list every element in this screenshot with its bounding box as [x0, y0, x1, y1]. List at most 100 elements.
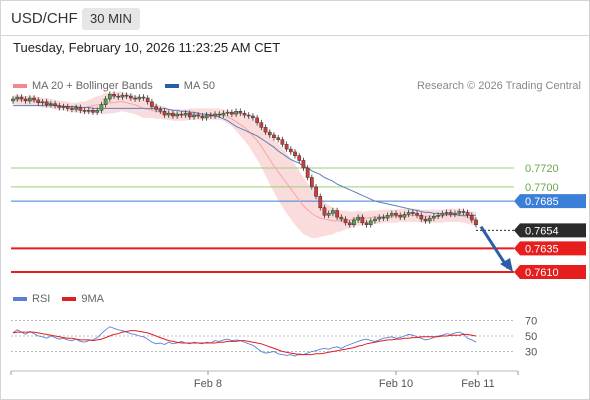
candle-body: [27, 97, 32, 102]
candle-body: [322, 207, 327, 216]
candle-body: [200, 115, 205, 119]
candle-body: [11, 98, 15, 102]
candle-body: [171, 112, 175, 117]
candle-body: [44, 101, 49, 105]
legend-swatch-ma50: [164, 84, 179, 88]
candle-body: [40, 101, 45, 104]
candle-body: [314, 186, 318, 197]
candle-body: [78, 107, 83, 111]
candle-body: [162, 111, 167, 116]
rsi-legend: RSI 9MA: [13, 293, 116, 305]
level-box-0.7685: [514, 194, 586, 209]
legend-label-9ma: 9MA: [81, 293, 104, 305]
candle-body: [398, 215, 403, 218]
candle-body: [444, 212, 449, 214]
candle-body: [74, 107, 78, 110]
candle-body: [402, 214, 407, 218]
ma50-line: [13, 105, 476, 216]
candle-body: [347, 222, 352, 225]
candle-body: [474, 219, 478, 225]
main-legend: MA 20 + Bollinger Bands MA 50: [13, 80, 227, 92]
candle-body: [352, 219, 356, 225]
candle-body: [61, 106, 66, 108]
candle-body: [208, 114, 213, 117]
candle-body: [107, 94, 112, 100]
candle-body: [204, 114, 209, 119]
legend-item-ma50: MA 50: [164, 80, 215, 92]
candle-body: [293, 151, 297, 156]
candle-body: [65, 106, 70, 109]
rsi-9ma-line: [12, 330, 477, 356]
candle-body: [432, 215, 436, 219]
candle-body: [99, 104, 104, 111]
candle-body: [259, 122, 264, 128]
symbol-title: USD/CHF: [11, 10, 78, 27]
candle-body: [318, 196, 323, 208]
candle-body: [141, 96, 146, 99]
rsi-tick-70: 70: [525, 316, 537, 328]
candle-body: [32, 97, 36, 101]
candle-body: [154, 106, 158, 110]
candle-body: [469, 215, 474, 221]
candle-body: [225, 111, 230, 114]
candle-body: [57, 105, 62, 108]
candle-body: [406, 212, 411, 215]
legend-swatch-ma20: [13, 84, 27, 88]
candle-body: [419, 215, 424, 220]
candle-body: [183, 112, 188, 116]
candle-body: [377, 216, 382, 220]
candle-body: [436, 215, 440, 217]
candle-body: [234, 111, 238, 115]
candle-body: [301, 160, 306, 169]
candle-body: [440, 213, 445, 216]
candle-body: [70, 108, 74, 110]
candle-body: [36, 99, 41, 104]
candle-body: [150, 101, 154, 107]
legend-label-rsi: RSI: [32, 293, 51, 305]
candle-body: [267, 131, 272, 136]
candle-body: [82, 110, 87, 112]
timeframe-button[interactable]: 30 MIN: [82, 8, 140, 30]
candle-body: [95, 110, 100, 113]
level-label-0.7635: 0.7635: [525, 243, 559, 255]
candle-body: [411, 212, 415, 214]
candle-body: [373, 218, 377, 222]
candle-body: [196, 114, 201, 117]
candle-body: [129, 95, 133, 99]
candle-body: [297, 155, 302, 161]
candle-body: [381, 216, 386, 219]
candle-body: [394, 213, 398, 216]
candle-body: [284, 144, 289, 150]
legend-item-ma20: MA 20 + Bollinger Bands: [13, 80, 153, 92]
candle-body: [53, 103, 57, 106]
candle-body: [288, 148, 293, 153]
candle-body: [453, 213, 457, 215]
candle-body: [124, 94, 129, 97]
candle-body: [364, 222, 369, 225]
candle-body: [112, 94, 116, 97]
legend-swatch-rsi: [13, 297, 27, 301]
candle-body: [221, 112, 226, 116]
candle-body: [238, 111, 243, 114]
legend-item-9ma: 9MA: [62, 293, 104, 305]
candle-body: [331, 210, 335, 214]
candle-body: [448, 212, 453, 215]
candle-body: [175, 113, 180, 117]
legend-swatch-9ma: [62, 297, 77, 301]
candles: [11, 91, 478, 228]
candle-body: [158, 109, 163, 112]
candle-body: [423, 218, 428, 222]
candle-body: [49, 103, 53, 105]
legend-label-ma20: MA 20 + Bollinger Bands: [32, 80, 153, 92]
candle-body: [116, 95, 121, 98]
candle-body: [305, 167, 310, 178]
candle-body: [103, 98, 108, 105]
candle-body: [120, 94, 125, 98]
candle-body: [465, 212, 470, 216]
candle-body: [166, 112, 171, 116]
forecast-arrow-shaft: [479, 225, 510, 270]
candle-body: [309, 177, 314, 188]
level-label-0.7700: 0.7700: [525, 182, 559, 194]
candle-body: [276, 137, 281, 140]
